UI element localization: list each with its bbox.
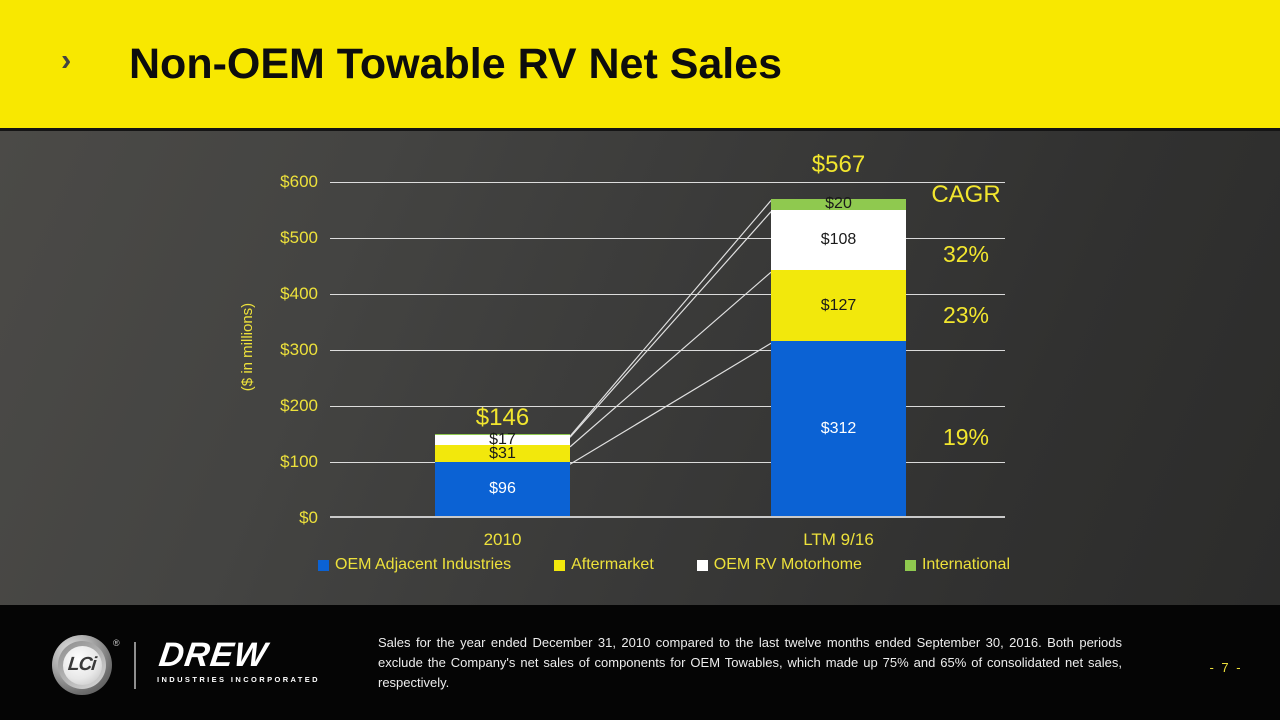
page-number: - 7 - bbox=[1209, 660, 1243, 675]
drew-logo: DREW INDUSTRIES INCORPORATED bbox=[157, 636, 320, 684]
registered-trademark-icon: ® bbox=[113, 638, 120, 648]
lci-monogram: LCi bbox=[67, 654, 97, 675]
drew-wordmark: DREW bbox=[156, 636, 270, 674]
lci-logo-face: LCi bbox=[62, 645, 102, 685]
drew-tagline: INDUSTRIES INCORPORATED bbox=[157, 675, 320, 684]
title-band: › Non-OEM Towable RV Net Sales bbox=[0, 0, 1280, 131]
lci-logo: LCi bbox=[52, 635, 112, 695]
footnote: Sales for the year ended December 31, 20… bbox=[378, 635, 1122, 691]
logo-divider bbox=[134, 642, 136, 689]
lci-logo-ring: LCi bbox=[58, 641, 106, 689]
page-title: Non-OEM Towable RV Net Sales bbox=[129, 40, 783, 88]
chart-stage bbox=[0, 131, 1280, 605]
chevron-right-icon: › bbox=[61, 42, 72, 77]
footer: LCi ® DREW INDUSTRIES INCORPORATED Sales… bbox=[0, 605, 1280, 720]
